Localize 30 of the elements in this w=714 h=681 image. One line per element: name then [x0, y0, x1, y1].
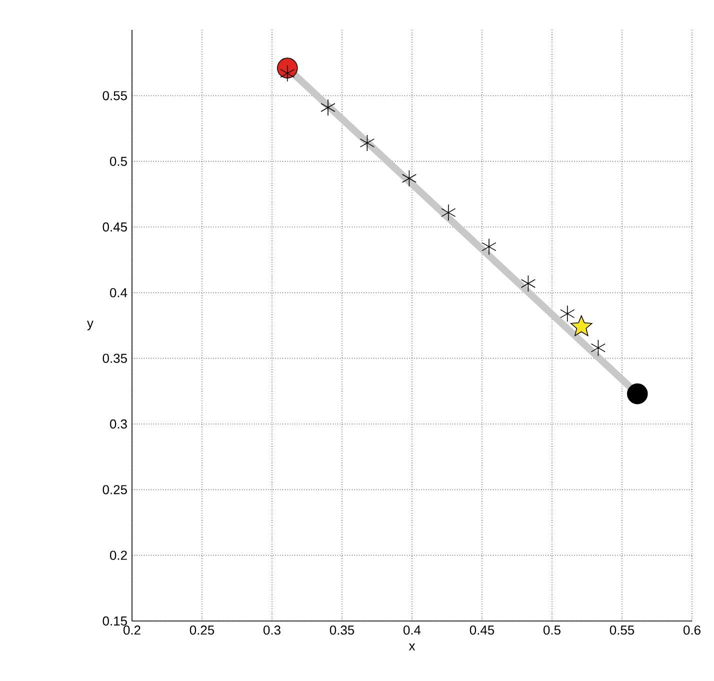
point [590, 339, 606, 356]
y-tick-label: 0.15 [102, 616, 127, 626]
y-tick-label: 0.25 [102, 485, 127, 494]
x-tick-label: 0.45 [470, 626, 494, 635]
x-tick-label: 0.55 [610, 626, 634, 635]
point [520, 275, 536, 292]
x-axis-title: x [408, 644, 416, 650]
x-tick-label: 0.2 [124, 626, 140, 635]
point [402, 170, 417, 187]
point [560, 305, 575, 322]
x-tick-label: 0.5 [544, 626, 560, 635]
x-tick-label: 0.4 [404, 626, 421, 635]
x-tick-label: 0.3 [264, 626, 280, 635]
y-tick-label: 0.5 [110, 156, 127, 166]
x-tick-label: 0.25 [190, 626, 214, 635]
y-tick-label: 0.3 [110, 419, 127, 429]
x-tick-label: 0.35 [330, 626, 354, 635]
y-tick-label: 0.35 [102, 354, 127, 363]
x-tick-label: 0.6 [684, 626, 700, 635]
point [627, 383, 648, 404]
point [441, 204, 456, 221]
point [570, 315, 592, 336]
y-tick-label: 0.45 [102, 222, 127, 232]
point [482, 238, 496, 256]
point [360, 134, 375, 152]
y-tick-label: 0.2 [110, 550, 127, 560]
point [320, 99, 336, 116]
y-tick-label: 0.4 [110, 288, 128, 298]
y-axis-title: y [87, 320, 94, 330]
y-tick-label: 0.55 [102, 91, 127, 100]
